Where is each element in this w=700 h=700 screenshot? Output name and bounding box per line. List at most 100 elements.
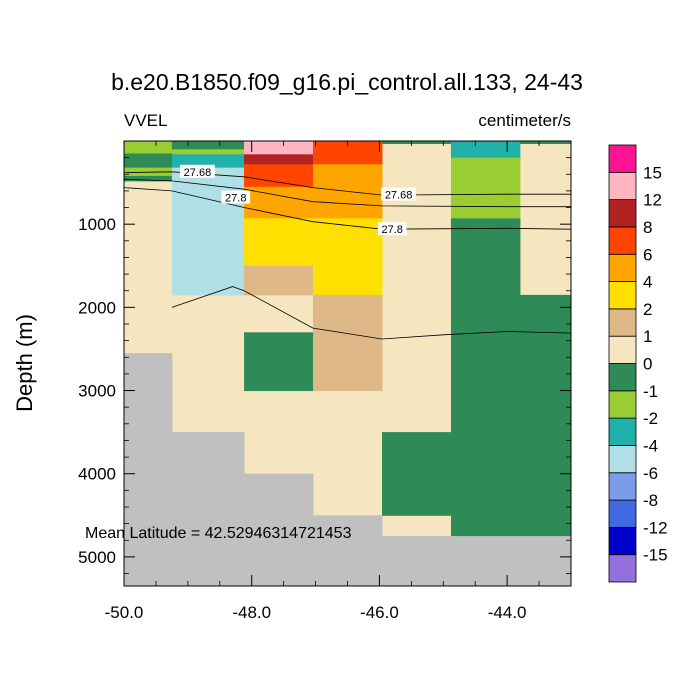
contour-line-3 <box>171 286 572 340</box>
contour-label-bg-1 <box>381 187 417 201</box>
heatmap-cell-31 <box>381 432 452 516</box>
heatmap-cell-4 <box>381 141 452 587</box>
colorbar-swatch-14 <box>608 171 637 201</box>
colorbar-swatch-5 <box>608 417 637 446</box>
heatmap-cell-33 <box>450 141 521 159</box>
heatmap-cell-36 <box>450 536 521 587</box>
colorbar-label-6: -2 <box>643 409 658 428</box>
y-tick-label-2: 3000 <box>78 382 116 401</box>
contour-labels: 27.68 27.68 27.8 27.8 <box>179 164 417 236</box>
contour-label-3: 27.8 <box>377 222 407 236</box>
heatmap-cell-38 <box>519 294 572 537</box>
colorbar-swatch-0 <box>608 554 637 583</box>
colorbar-swatch-9 <box>608 308 637 337</box>
heatmap-cell-23 <box>244 332 314 392</box>
contour-label-text-1: 27.68 <box>385 190 413 202</box>
colorbar-swatch-13 <box>608 199 637 228</box>
density-contours <box>123 171 572 340</box>
heatmap-cell-19 <box>244 164 314 188</box>
colorbar-swatch-15 <box>608 144 637 173</box>
heatmap-cell-27 <box>313 218 383 296</box>
heatmap-cell-11 <box>124 353 173 587</box>
colorbar-swatch-6 <box>608 390 637 419</box>
contour-label-text-0: 27.68 <box>184 167 212 179</box>
contour-label-0: 27.68 <box>179 164 215 179</box>
colorbar-swatch-12 <box>608 226 637 255</box>
contour-label-bg-0 <box>179 164 215 178</box>
contour-label-bg-2 <box>221 190 251 204</box>
colorbar-label-5: -4 <box>643 436 658 455</box>
contour-line-1 <box>123 178 571 208</box>
colorbar-swatch-4 <box>608 445 637 474</box>
heatmap-cell-39 <box>519 536 572 587</box>
heatmap-cell-16 <box>171 432 245 587</box>
contour-label-bg-3 <box>377 222 407 236</box>
heatmap-cell-28 <box>313 294 383 392</box>
y-axis-label: Depth (m) <box>12 314 37 412</box>
colorbar-label-14: 12 <box>643 191 662 210</box>
colorbar-label-3: -8 <box>643 491 658 510</box>
heatmap-cell-7 <box>124 141 173 154</box>
units-label: centimeter/s <box>478 111 571 130</box>
heatmap-cell-34 <box>450 157 521 219</box>
y-tick-label-4: 5000 <box>78 548 116 567</box>
heatmap-cell-20 <box>244 186 314 219</box>
heatmap-cell-32 <box>381 536 452 587</box>
heatmap-cell-8 <box>124 153 173 169</box>
contour-label-text-2: 27.8 <box>225 193 246 205</box>
heatmap-cell-10 <box>124 175 173 182</box>
colorbar-label-15: 15 <box>643 163 662 182</box>
heatmap-cell-12 <box>171 141 245 150</box>
contour-label-text-3: 27.8 <box>381 224 402 236</box>
heatmap-cell-18 <box>244 154 314 165</box>
colorbar-swatch-1 <box>608 526 637 556</box>
contour-line-0 <box>123 171 571 196</box>
x-tick-label-3: -44.0 <box>488 603 527 622</box>
contour-label-2: 27.8 <box>221 190 251 205</box>
contour-line-2 <box>123 187 572 230</box>
contour-label-1: 27.68 <box>381 187 417 202</box>
x-tick-label-0: -50.0 <box>105 603 144 622</box>
colorbar-label-1: -15 <box>643 546 668 565</box>
heatmap-cell-24 <box>244 473 314 587</box>
colorbar-label-7: -1 <box>643 382 658 401</box>
heatmap-cell-22 <box>244 265 314 296</box>
colorbar-swatch-10 <box>608 281 637 310</box>
colorbar-swatch-11 <box>608 253 637 282</box>
colorbar-label-12: 6 <box>643 245 652 264</box>
colorbar-swatch-7 <box>608 363 637 392</box>
variable-label: VVEL <box>124 111 167 130</box>
y-tick-label-1: 2000 <box>78 298 116 317</box>
colorbar-label-13: 8 <box>643 218 652 237</box>
colorbar-label-4: -6 <box>643 464 658 483</box>
colorbar-swatch-2 <box>608 499 637 528</box>
heatmap-cell-17 <box>244 141 314 155</box>
x-tick-label-2: -46.0 <box>360 603 399 622</box>
heatmap-cell-30 <box>381 141 452 144</box>
colorbar-label-11: 4 <box>643 273 652 292</box>
colorbar-label-9: 1 <box>643 327 652 346</box>
heatmap-cell-37 <box>519 141 572 144</box>
colorbar-label-8: 0 <box>643 355 652 374</box>
y-tick-label-3: 4000 <box>78 465 116 484</box>
heatmap-cell-25 <box>313 141 383 165</box>
chart-title: b.e20.B1850.f09_g16.pi_control.all.133, … <box>111 69 583 95</box>
colorbar-label-2: -12 <box>643 518 668 537</box>
x-tick-label-1: -48.0 <box>232 603 271 622</box>
y-axis: 1000 2000 3000 4000 5000 <box>78 157 571 574</box>
colorbar-swatch-8 <box>608 335 637 364</box>
heatmap-cells <box>124 141 572 587</box>
heatmap-cell-29 <box>313 515 383 587</box>
x-axis: -50.0 -48.0 -46.0 -44.0 <box>105 141 572 622</box>
y-tick-label-0: 1000 <box>78 215 116 234</box>
heatmap-cell-35 <box>450 218 521 537</box>
heatmap-cell-14 <box>171 154 245 169</box>
heatmap-cell-21 <box>244 218 314 267</box>
heatmap-cell-13 <box>171 149 245 155</box>
colorbar-label-10: 2 <box>643 300 652 319</box>
heatmap-cell-15 <box>171 167 245 296</box>
colorbar-swatch-3 <box>608 472 637 501</box>
mean-latitude-annotation: Mean Latitude = 42.52946314721453 <box>85 525 352 542</box>
